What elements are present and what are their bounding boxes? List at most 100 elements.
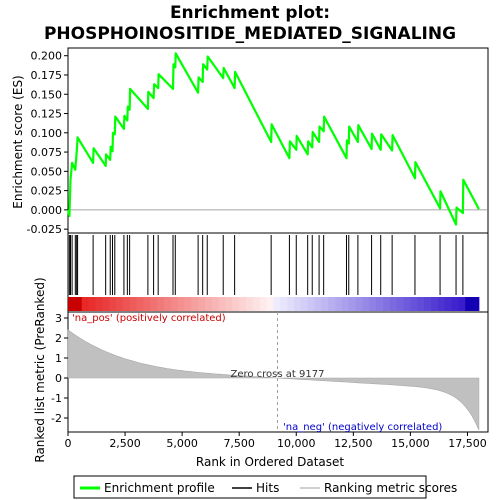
- rank-color-band-segment: [266, 297, 274, 311]
- rank-color-band-segment: [389, 297, 398, 311]
- metric-y-axis-label: Ranked list metric (PreRanked): [33, 277, 47, 462]
- es-y-tick-label: 0.100: [31, 127, 63, 140]
- x-tick-label: 2,500: [109, 437, 141, 450]
- rank-color-band-segment: [396, 297, 405, 311]
- rank-color-band-segment: [383, 297, 391, 311]
- rank-color-band-segment: [184, 297, 192, 311]
- es-y-tick-label: 0.175: [31, 69, 63, 82]
- x-tick-label: 15,000: [391, 437, 430, 450]
- rank-color-band-segment: [293, 297, 302, 311]
- rank-color-band-segment: [321, 297, 329, 311]
- rank-color-band-segment: [68, 297, 76, 311]
- rank-color-band-segment: [300, 297, 309, 311]
- rank-color-band-segment: [115, 297, 124, 311]
- es-y-tick-label: -0.025: [27, 223, 62, 236]
- rank-color-band-segment: [102, 297, 110, 311]
- x-tick-label: 7,500: [223, 437, 255, 450]
- rank-color-band-segment: [232, 297, 240, 311]
- es-enrichment-line: [66, 52, 480, 226]
- rank-color-band-segment: [273, 297, 281, 311]
- rank-color-band-segment: [369, 297, 377, 311]
- rank-color-band-segment: [465, 297, 473, 311]
- rank-color-band-segment: [307, 297, 316, 311]
- rank-color-band-segment: [204, 297, 213, 311]
- rank-color-band-segment: [74, 297, 83, 311]
- metric-y-tick-label: 2: [55, 332, 62, 345]
- rank-color-band-segment: [259, 297, 268, 311]
- metric-y-tick-label: 1: [55, 352, 62, 365]
- rank-color-band-segment: [252, 297, 261, 311]
- rank-color-band-segment: [163, 297, 172, 311]
- rank-color-band-segment: [109, 297, 117, 311]
- chart-title-line2: PHOSPHOINOSITIDE_MEDIATED_SIGNALING: [44, 24, 456, 44]
- es-plot-frame: [67, 47, 489, 234]
- legend: Enrichment profile Hits Ranking metric s…: [73, 475, 457, 499]
- rank-color-band-segment: [218, 297, 226, 311]
- rank-color-band-segment: [451, 297, 459, 311]
- rank-color-band-segment: [417, 297, 425, 311]
- rank-color-band-segment: [136, 297, 144, 311]
- rank-color-band-segment: [150, 297, 158, 311]
- es-y-tick-label: 0.125: [31, 108, 63, 121]
- rank-color-band-segment: [403, 297, 411, 311]
- rank-color-band-segment: [198, 297, 206, 311]
- rank-color-band-segment: [287, 297, 295, 311]
- rank-color-band-segment: [88, 297, 96, 311]
- x-tick-label: 0: [65, 437, 72, 450]
- rank-color-band-segment: [143, 297, 151, 311]
- rank-color-band-segment: [225, 297, 233, 311]
- rank-color-band-segment: [95, 297, 103, 311]
- rank-color-band-segment: [211, 297, 220, 311]
- metric-y-tick-label: 0: [55, 372, 62, 385]
- x-tick-label: 12,500: [334, 437, 373, 450]
- rank-color-band-segment: [191, 297, 199, 311]
- rank-color-band-segment: [424, 297, 432, 311]
- rank-color-band-segment: [328, 297, 336, 311]
- zero-cross-label: Zero cross at 9177: [230, 369, 324, 380]
- rank-color-band-segment: [355, 297, 363, 311]
- rank-color-band-segment: [122, 297, 131, 311]
- rank-color-band-segment: [170, 297, 179, 311]
- pos-correlated-label: 'na_pos' (positively correlated): [72, 313, 226, 324]
- x-axis-label: Rank in Ordered Dataset: [196, 455, 344, 469]
- rank-color-band-segment: [348, 297, 357, 311]
- metric-area: [67, 329, 480, 431]
- es-y-tick-label: 0.075: [31, 146, 63, 159]
- x-tick-label: 10,000: [277, 437, 316, 450]
- rank-color-band-segment: [430, 297, 439, 311]
- es-y-axis-label: Enrichment score (ES): [11, 75, 25, 208]
- rank-color-band-segment: [341, 297, 350, 311]
- neg-correlated-label: 'na_neg' (negatively correlated): [283, 422, 442, 433]
- x-tick-label: 5,000: [166, 437, 198, 450]
- metric-panel: -2 -1 0 1 2 3 'na_pos' (positively correlated)…: [51, 311, 489, 450]
- rank-color-band-segment: [314, 297, 322, 311]
- es-y-tick-label: 0.000: [31, 204, 63, 217]
- legend-hits-label: Hits: [256, 481, 279, 495]
- rank-color-band-segment: [376, 297, 384, 311]
- metric-y-tick-label: 3: [55, 312, 62, 325]
- rank-color-band-segment: [335, 297, 343, 311]
- rank-color-band-segment: [239, 297, 247, 311]
- rank-color-band-segment: [444, 297, 452, 311]
- rank-color-band-segment: [280, 297, 288, 311]
- es-y-tick-label: 0.200: [31, 50, 63, 63]
- es-y-tick-label: 0.050: [31, 165, 63, 178]
- chart-title-line1: Enrichment plot:: [170, 3, 330, 23]
- legend-metric-label: Ranking metric scores: [324, 481, 457, 495]
- rank-color-band-segment: [157, 297, 165, 311]
- legend-es-label: Enrichment profile: [104, 481, 215, 495]
- metric-y-tick-label: -2: [51, 412, 62, 425]
- rank-color-band-segment: [129, 297, 137, 311]
- rank-color-band-segment: [458, 297, 466, 311]
- rank-color-band-segment: [362, 297, 370, 311]
- es-y-tick-label: 0.025: [31, 185, 63, 198]
- hits-panel: [67, 232, 489, 313]
- metric-y-tick-label: -1: [51, 392, 62, 405]
- es-y-tick-label: 0.150: [31, 88, 63, 101]
- rank-color-band-segment: [472, 297, 480, 311]
- rank-color-band-segment: [437, 297, 446, 311]
- rank-color-band-segment: [177, 297, 185, 311]
- x-tick-label: 17,500: [448, 437, 487, 450]
- rank-color-band-segment: [410, 297, 418, 311]
